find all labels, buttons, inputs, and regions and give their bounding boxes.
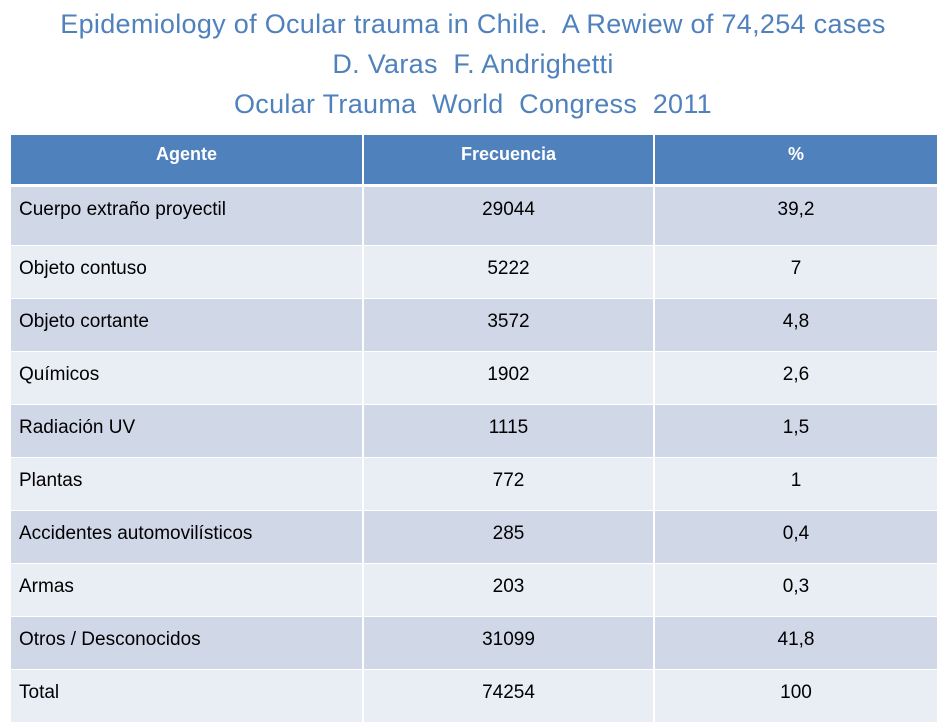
cell-percent: 7 <box>653 244 937 298</box>
table-row-total: Total 74254 100 <box>11 668 937 722</box>
table-row: Plantas 772 1 <box>11 456 937 510</box>
cell-agente: Objeto contuso <box>11 244 363 298</box>
cell-frecuencia: 1115 <box>362 403 654 457</box>
cell-frecuencia: 3572 <box>362 297 654 351</box>
cell-agente: Accidentes automovilísticos <box>11 509 363 563</box>
cell-frecuencia: 31099 <box>362 615 654 669</box>
cell-agente: Plantas <box>11 456 363 510</box>
cell-agente: Otros / Desconocidos <box>11 615 363 669</box>
header-frecuencia: Frecuencia <box>362 135 654 187</box>
cell-frecuencia: 203 <box>362 562 654 616</box>
cell-agente: Objeto cortante <box>11 297 363 351</box>
table-row: Objeto cortante 3572 4,8 <box>11 297 937 351</box>
table-row: Armas 203 0,3 <box>11 562 937 616</box>
slide-title: Epidemiology of Ocular trauma in Chile. … <box>0 4 946 124</box>
cell-percent: 0,4 <box>653 509 937 563</box>
cell-frecuencia: 5222 <box>362 244 654 298</box>
cell-percent: 100 <box>653 668 937 722</box>
cell-frecuencia: 1902 <box>362 350 654 404</box>
cell-percent: 4,8 <box>653 297 937 351</box>
cell-percent: 1,5 <box>653 403 937 457</box>
title-line-1: Epidemiology of Ocular trauma in Chile. … <box>60 9 886 39</box>
header-agente: Agente <box>11 135 363 187</box>
cell-agente: Total <box>11 668 363 722</box>
cell-agente: Cuerpo extraño proyectil <box>11 184 363 245</box>
cell-agente: Armas <box>11 562 363 616</box>
cell-percent: 2,6 <box>653 350 937 404</box>
cell-frecuencia: 74254 <box>362 668 654 722</box>
cell-percent: 39,2 <box>653 184 937 245</box>
trauma-agents-table: Agente Frecuencia % Cuerpo extraño proye… <box>11 135 937 722</box>
header-percent: % <box>653 135 937 187</box>
cell-agente: Químicos <box>11 350 363 404</box>
cell-frecuencia: 772 <box>362 456 654 510</box>
table-row: Objeto contuso 5222 7 <box>11 244 937 298</box>
table-row: Cuerpo extraño proyectil 29044 39,2 <box>11 184 937 245</box>
cell-frecuencia: 29044 <box>362 184 654 245</box>
table-header-row: Agente Frecuencia % <box>11 135 937 187</box>
table-row: Accidentes automovilísticos 285 0,4 <box>11 509 937 563</box>
table-row: Radiación UV 1115 1,5 <box>11 403 937 457</box>
table-row: Otros / Desconocidos 31099 41,8 <box>11 615 937 669</box>
cell-percent: 1 <box>653 456 937 510</box>
cell-frecuencia: 285 <box>362 509 654 563</box>
title-line-2: D. Varas F. Andrighetti <box>332 49 614 79</box>
title-line-3: Ocular Trauma World Congress 2011 <box>234 89 712 119</box>
cell-agente: Radiación UV <box>11 403 363 457</box>
table-row: Químicos 1902 2,6 <box>11 350 937 404</box>
cell-percent: 41,8 <box>653 615 937 669</box>
cell-percent: 0,3 <box>653 562 937 616</box>
